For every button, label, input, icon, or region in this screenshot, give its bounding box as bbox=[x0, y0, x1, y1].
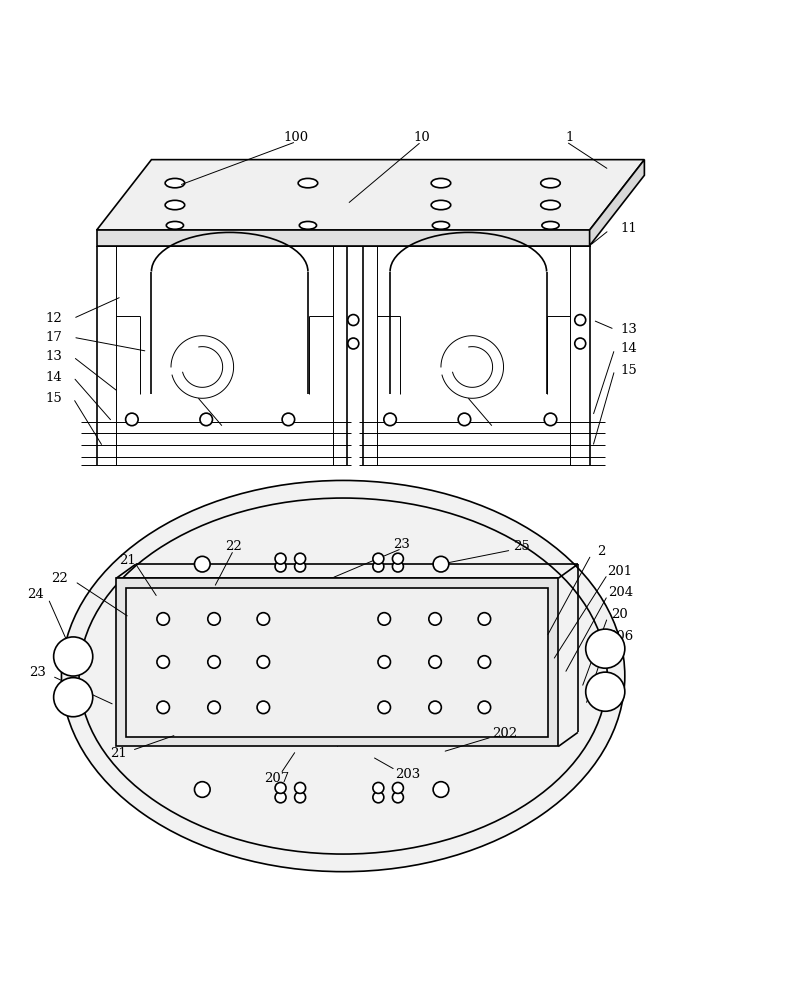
Bar bbox=[117, 578, 559, 746]
Circle shape bbox=[295, 553, 306, 564]
Circle shape bbox=[257, 613, 269, 625]
Circle shape bbox=[373, 561, 384, 572]
Text: 23: 23 bbox=[30, 666, 46, 679]
Circle shape bbox=[378, 656, 391, 668]
Text: 204: 204 bbox=[608, 586, 634, 599]
Text: 201: 201 bbox=[607, 565, 632, 578]
Circle shape bbox=[257, 701, 269, 714]
Text: 20: 20 bbox=[611, 608, 628, 621]
Circle shape bbox=[348, 338, 359, 349]
Polygon shape bbox=[589, 160, 645, 246]
Text: 17: 17 bbox=[45, 331, 62, 344]
Circle shape bbox=[208, 656, 221, 668]
Circle shape bbox=[378, 613, 391, 625]
Circle shape bbox=[257, 656, 269, 668]
Text: 206: 206 bbox=[608, 630, 634, 643]
Circle shape bbox=[574, 315, 585, 326]
Circle shape bbox=[433, 556, 449, 572]
Text: 10: 10 bbox=[413, 131, 429, 144]
Circle shape bbox=[295, 782, 306, 793]
Polygon shape bbox=[97, 230, 589, 246]
Ellipse shape bbox=[165, 178, 184, 188]
Circle shape bbox=[282, 413, 295, 426]
Circle shape bbox=[275, 782, 286, 793]
Text: 203: 203 bbox=[396, 768, 421, 781]
Circle shape bbox=[478, 701, 491, 714]
Ellipse shape bbox=[61, 480, 625, 872]
Circle shape bbox=[392, 553, 403, 564]
Circle shape bbox=[373, 792, 384, 803]
Circle shape bbox=[125, 413, 138, 426]
Circle shape bbox=[157, 656, 169, 668]
Text: 1: 1 bbox=[566, 131, 574, 144]
Circle shape bbox=[295, 561, 306, 572]
Circle shape bbox=[54, 678, 93, 717]
Ellipse shape bbox=[542, 221, 559, 229]
Text: 202: 202 bbox=[492, 727, 518, 740]
Circle shape bbox=[200, 413, 213, 426]
Circle shape bbox=[478, 613, 491, 625]
Circle shape bbox=[429, 656, 441, 668]
Circle shape bbox=[392, 782, 403, 793]
Circle shape bbox=[392, 792, 403, 803]
Text: 22: 22 bbox=[225, 540, 242, 553]
Circle shape bbox=[157, 701, 169, 714]
Text: 15: 15 bbox=[620, 364, 637, 377]
Text: 22: 22 bbox=[50, 572, 68, 585]
Circle shape bbox=[195, 782, 210, 797]
Text: 25: 25 bbox=[513, 540, 530, 553]
Ellipse shape bbox=[299, 221, 317, 229]
Circle shape bbox=[275, 553, 286, 564]
Circle shape bbox=[585, 672, 625, 711]
Circle shape bbox=[458, 413, 470, 426]
Circle shape bbox=[574, 338, 585, 349]
Circle shape bbox=[392, 561, 403, 572]
Text: 11: 11 bbox=[620, 222, 637, 235]
Text: 14: 14 bbox=[45, 371, 62, 384]
Ellipse shape bbox=[298, 178, 318, 188]
Circle shape bbox=[433, 782, 449, 797]
Circle shape bbox=[378, 701, 391, 714]
Text: 23: 23 bbox=[393, 538, 411, 551]
Text: 13: 13 bbox=[620, 323, 637, 336]
Polygon shape bbox=[97, 160, 645, 230]
Text: 12: 12 bbox=[45, 312, 62, 325]
Circle shape bbox=[384, 413, 396, 426]
Circle shape bbox=[208, 701, 221, 714]
Ellipse shape bbox=[431, 200, 451, 210]
Ellipse shape bbox=[433, 221, 449, 229]
Ellipse shape bbox=[541, 200, 560, 210]
Ellipse shape bbox=[541, 178, 560, 188]
Circle shape bbox=[373, 553, 384, 564]
Circle shape bbox=[585, 629, 625, 668]
Circle shape bbox=[373, 782, 384, 793]
Bar bbox=[126, 588, 548, 737]
Ellipse shape bbox=[431, 178, 451, 188]
Text: 21: 21 bbox=[110, 747, 127, 760]
Text: 24: 24 bbox=[28, 588, 44, 601]
Text: 14: 14 bbox=[620, 342, 637, 355]
Circle shape bbox=[208, 613, 221, 625]
Circle shape bbox=[545, 413, 557, 426]
Circle shape bbox=[275, 792, 286, 803]
Circle shape bbox=[429, 613, 441, 625]
Circle shape bbox=[429, 701, 441, 714]
Circle shape bbox=[54, 637, 93, 676]
Circle shape bbox=[348, 315, 359, 326]
Circle shape bbox=[478, 656, 491, 668]
Text: 15: 15 bbox=[45, 392, 62, 405]
Ellipse shape bbox=[166, 221, 184, 229]
Text: 100: 100 bbox=[284, 131, 309, 144]
Text: 207: 207 bbox=[264, 772, 289, 785]
Text: 2: 2 bbox=[597, 545, 605, 558]
Text: 13: 13 bbox=[45, 350, 62, 363]
Ellipse shape bbox=[165, 200, 184, 210]
Circle shape bbox=[195, 556, 210, 572]
Circle shape bbox=[275, 561, 286, 572]
Text: 21: 21 bbox=[120, 554, 136, 567]
Circle shape bbox=[157, 613, 169, 625]
Circle shape bbox=[295, 792, 306, 803]
